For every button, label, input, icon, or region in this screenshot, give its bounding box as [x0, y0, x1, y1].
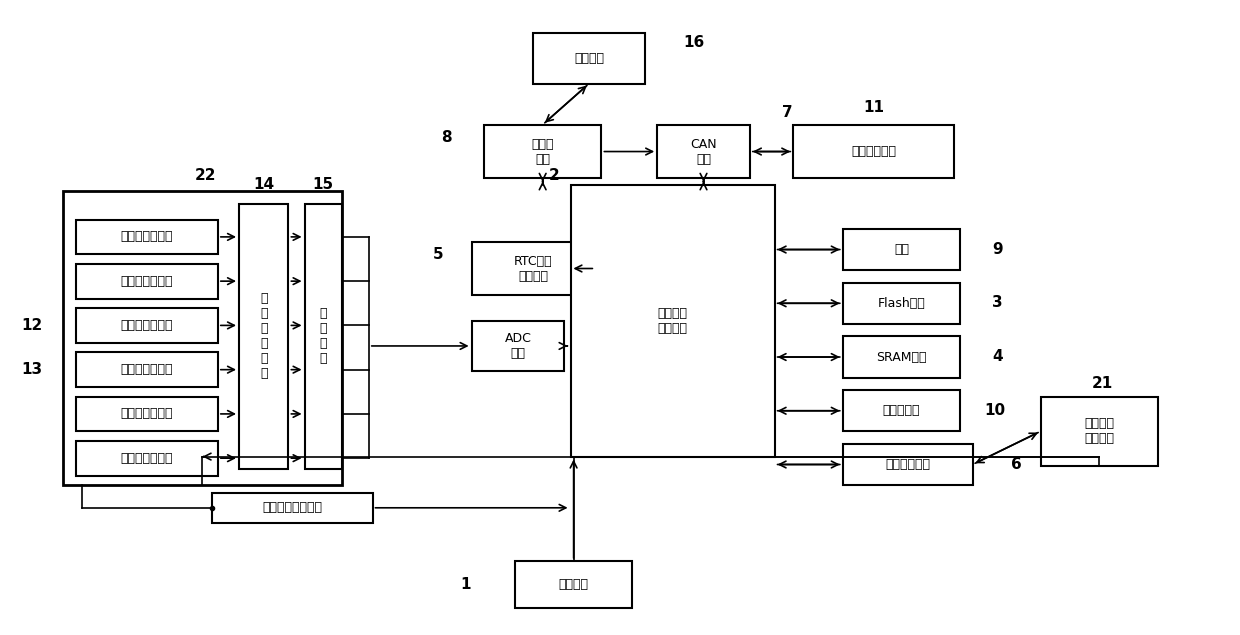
Text: 9: 9	[992, 242, 1003, 257]
Text: Flash模块: Flash模块	[878, 297, 925, 310]
Text: SRAM模块: SRAM模块	[877, 351, 926, 363]
FancyBboxPatch shape	[657, 124, 750, 178]
FancyBboxPatch shape	[76, 308, 218, 343]
FancyBboxPatch shape	[76, 220, 218, 254]
Text: 电源模块: 电源模块	[558, 578, 589, 591]
Text: 22: 22	[195, 168, 216, 183]
Text: 8: 8	[441, 130, 453, 145]
FancyBboxPatch shape	[471, 242, 595, 295]
Text: 看门狗模块: 看门狗模块	[883, 404, 920, 417]
FancyBboxPatch shape	[76, 396, 218, 431]
Text: 人机交互模块: 人机交互模块	[851, 145, 897, 158]
Text: 无线收发模块: 无线收发模块	[885, 458, 930, 471]
Text: 12: 12	[21, 318, 43, 333]
Text: 信
号
调
理
电
路: 信 号 调 理 电 路	[260, 293, 268, 380]
Text: RTC实时
时钟模块: RTC实时 时钟模块	[515, 255, 553, 283]
FancyBboxPatch shape	[484, 124, 601, 178]
Text: 晶振: 晶振	[894, 243, 909, 256]
Text: 线
性
光
耦: 线 性 光 耦	[320, 307, 327, 366]
FancyBboxPatch shape	[843, 337, 960, 378]
Text: 1: 1	[460, 577, 471, 592]
Text: 21: 21	[1092, 377, 1114, 391]
FancyBboxPatch shape	[843, 229, 960, 270]
Text: ADC
模块: ADC 模块	[505, 332, 532, 360]
FancyBboxPatch shape	[533, 33, 645, 84]
Text: 16: 16	[683, 35, 704, 50]
Text: 监控中心: 监控中心	[574, 52, 604, 65]
Text: 监测终端
微控制器: 监测终端 微控制器	[657, 307, 688, 335]
Text: 直线位移传感器: 直线位移传感器	[120, 275, 174, 288]
Text: 13: 13	[22, 363, 43, 377]
FancyBboxPatch shape	[239, 204, 289, 469]
FancyBboxPatch shape	[76, 441, 218, 476]
Text: 以太网
模块: 以太网 模块	[532, 138, 554, 166]
Text: 11: 11	[863, 100, 884, 115]
FancyBboxPatch shape	[843, 444, 972, 485]
Text: 6: 6	[1011, 457, 1022, 472]
FancyBboxPatch shape	[1040, 396, 1158, 466]
Text: 7: 7	[781, 105, 792, 119]
FancyBboxPatch shape	[515, 561, 632, 608]
FancyBboxPatch shape	[794, 124, 954, 178]
FancyBboxPatch shape	[843, 283, 960, 324]
Text: 2: 2	[549, 168, 559, 183]
FancyBboxPatch shape	[471, 321, 564, 371]
FancyBboxPatch shape	[305, 204, 342, 469]
Text: 10: 10	[985, 403, 1006, 418]
Text: CAN
模块: CAN 模块	[691, 138, 717, 166]
Text: 15: 15	[312, 177, 334, 192]
Text: 直线位移传感器: 直线位移传感器	[120, 319, 174, 332]
FancyBboxPatch shape	[843, 390, 960, 431]
Text: 触头升温
监测终端: 触头升温 监测终端	[1085, 417, 1115, 445]
Text: 14: 14	[253, 177, 274, 192]
Text: 霍尔电流互感器: 霍尔电流互感器	[120, 408, 174, 420]
Text: 高压断路器开入量: 高压断路器开入量	[262, 501, 322, 514]
Text: 直线位移传感器: 直线位移传感器	[120, 231, 174, 243]
Text: 霍尔电流互感器: 霍尔电流互感器	[120, 451, 174, 465]
FancyBboxPatch shape	[570, 185, 775, 457]
Text: 4: 4	[992, 349, 1003, 364]
FancyBboxPatch shape	[76, 352, 218, 387]
FancyBboxPatch shape	[76, 264, 218, 298]
FancyBboxPatch shape	[212, 493, 372, 523]
Text: 5: 5	[433, 247, 444, 262]
Text: 3: 3	[992, 295, 1003, 311]
FancyBboxPatch shape	[63, 191, 342, 485]
Text: 霍尔电流互感器: 霍尔电流互感器	[120, 363, 174, 376]
